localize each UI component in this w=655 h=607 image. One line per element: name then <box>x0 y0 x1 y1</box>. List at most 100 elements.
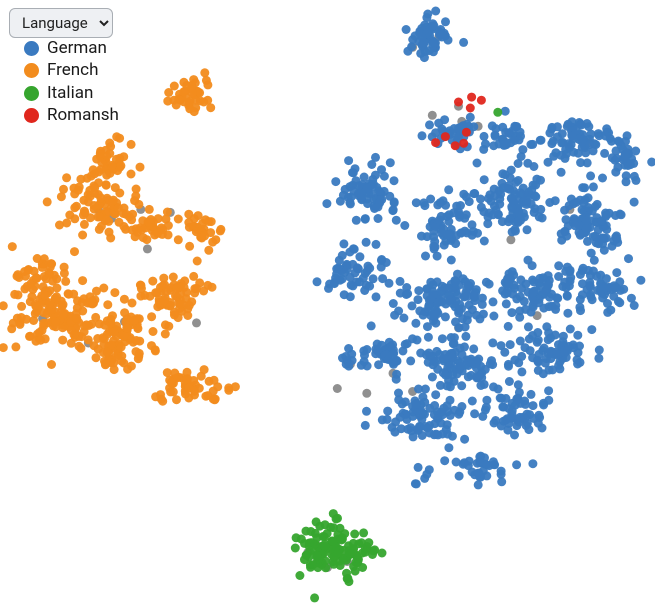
point-german <box>489 457 498 466</box>
point-french <box>48 305 57 314</box>
point-french <box>99 284 108 293</box>
point-italian <box>329 523 338 532</box>
legend-item-french[interactable]: French <box>24 60 119 81</box>
point-french <box>36 336 45 345</box>
point-romansh <box>459 139 468 148</box>
point-french <box>11 342 20 351</box>
point-german <box>362 345 371 354</box>
point-german <box>459 38 468 47</box>
point-german <box>576 231 585 240</box>
point-german <box>504 322 513 331</box>
point-german <box>557 168 566 177</box>
point-german <box>439 368 448 377</box>
point-french <box>121 225 130 234</box>
point-french <box>148 277 157 286</box>
point-french <box>185 301 194 310</box>
point-german <box>348 356 357 365</box>
point-french <box>172 395 181 404</box>
point-french <box>206 228 215 237</box>
point-german <box>507 308 516 317</box>
point-german <box>588 295 597 304</box>
point-german <box>502 299 511 308</box>
point-german <box>545 198 554 207</box>
point-german <box>380 172 389 181</box>
legend: GermanFrenchItalianRomansh <box>24 38 119 127</box>
point-german <box>432 357 441 366</box>
point-german <box>411 319 420 328</box>
legend-item-italian[interactable]: Italian <box>24 83 119 104</box>
point-french <box>134 354 143 363</box>
point-german <box>489 297 498 306</box>
point-german <box>602 274 611 283</box>
point-german <box>365 282 374 291</box>
point-german <box>481 140 490 149</box>
point-german <box>371 349 380 358</box>
point-german <box>412 479 421 488</box>
point-french <box>200 68 209 77</box>
point-french <box>174 235 183 244</box>
point-german <box>614 137 623 146</box>
point-german <box>332 269 341 278</box>
point-german <box>573 331 582 340</box>
point-german <box>515 313 524 322</box>
point-french <box>39 319 48 328</box>
point-german <box>325 280 334 289</box>
point-german <box>372 240 381 249</box>
legend-swatch <box>24 108 39 123</box>
legend-item-romansh[interactable]: Romansh <box>24 105 119 126</box>
point-italian <box>359 528 368 537</box>
point-german <box>437 408 446 417</box>
point-german <box>490 202 499 211</box>
legend-item-german[interactable]: German <box>24 38 119 59</box>
point-french <box>127 140 136 149</box>
point-french <box>75 342 84 351</box>
point-unknown <box>428 111 437 120</box>
point-german <box>563 292 572 301</box>
point-german <box>396 277 405 286</box>
point-french <box>210 376 219 385</box>
point-german <box>373 340 382 349</box>
point-german <box>365 264 374 273</box>
point-german <box>594 354 603 363</box>
point-german <box>510 281 519 290</box>
point-romansh <box>462 128 471 137</box>
point-german <box>470 409 479 418</box>
point-german <box>374 202 383 211</box>
point-french <box>117 352 126 361</box>
point-french <box>8 242 17 251</box>
series-selector[interactable]: LanguageGermanFrenchItalianRomansh <box>9 8 113 38</box>
point-german <box>587 325 596 334</box>
point-german <box>461 323 470 332</box>
point-german <box>363 199 372 208</box>
point-french <box>67 326 76 335</box>
point-french <box>169 387 178 396</box>
point-german <box>488 121 497 130</box>
point-german <box>460 458 469 467</box>
point-german <box>507 413 516 422</box>
point-german <box>584 193 593 202</box>
point-french <box>153 289 162 298</box>
legend-label: German <box>47 38 107 59</box>
point-german <box>565 281 574 290</box>
point-german <box>475 314 484 323</box>
point-german <box>525 335 534 344</box>
point-german <box>414 286 423 295</box>
point-french <box>149 327 158 336</box>
point-romansh <box>451 141 460 150</box>
point-german <box>447 333 456 342</box>
point-german <box>630 172 639 181</box>
point-german <box>513 394 522 403</box>
point-italian <box>313 563 322 572</box>
point-french <box>31 309 40 318</box>
point-german <box>436 419 445 428</box>
point-german <box>419 311 428 320</box>
point-german <box>440 456 449 465</box>
language-select[interactable]: LanguageGermanFrenchItalianRomansh <box>9 8 113 38</box>
point-french <box>151 346 160 355</box>
point-german <box>523 159 532 168</box>
point-french <box>51 294 60 303</box>
point-french <box>105 139 114 148</box>
point-german <box>420 398 429 407</box>
point-german <box>428 290 437 299</box>
point-french <box>204 246 213 255</box>
